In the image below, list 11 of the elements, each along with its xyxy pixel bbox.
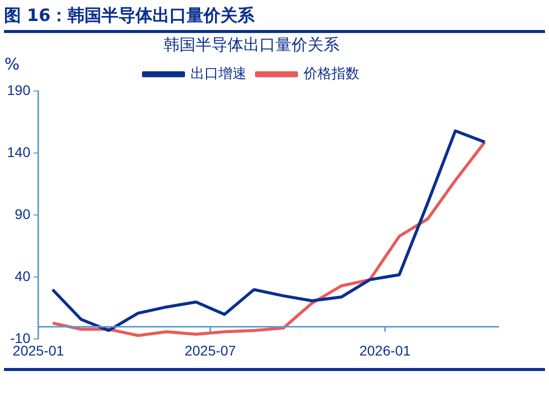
y-tick-label: 190 [7,82,31,98]
chart-title: 图 16：韩国半导体出口量价关系 [4,5,255,27]
legend-label: 出口增速 [190,66,246,82]
y-tick-label: 90 [14,206,31,222]
x-tick-label: 2025-07 [184,342,236,358]
chart-subtitle: 韩国半导体出口量价关系 [164,34,340,54]
x-tick-label: 2026-01 [359,342,411,358]
legend-label: 价格指数 [302,66,360,82]
y-axis-title: % [4,54,20,74]
y-tick-label: 40 [14,268,31,284]
y-tick-label: 140 [7,144,31,160]
